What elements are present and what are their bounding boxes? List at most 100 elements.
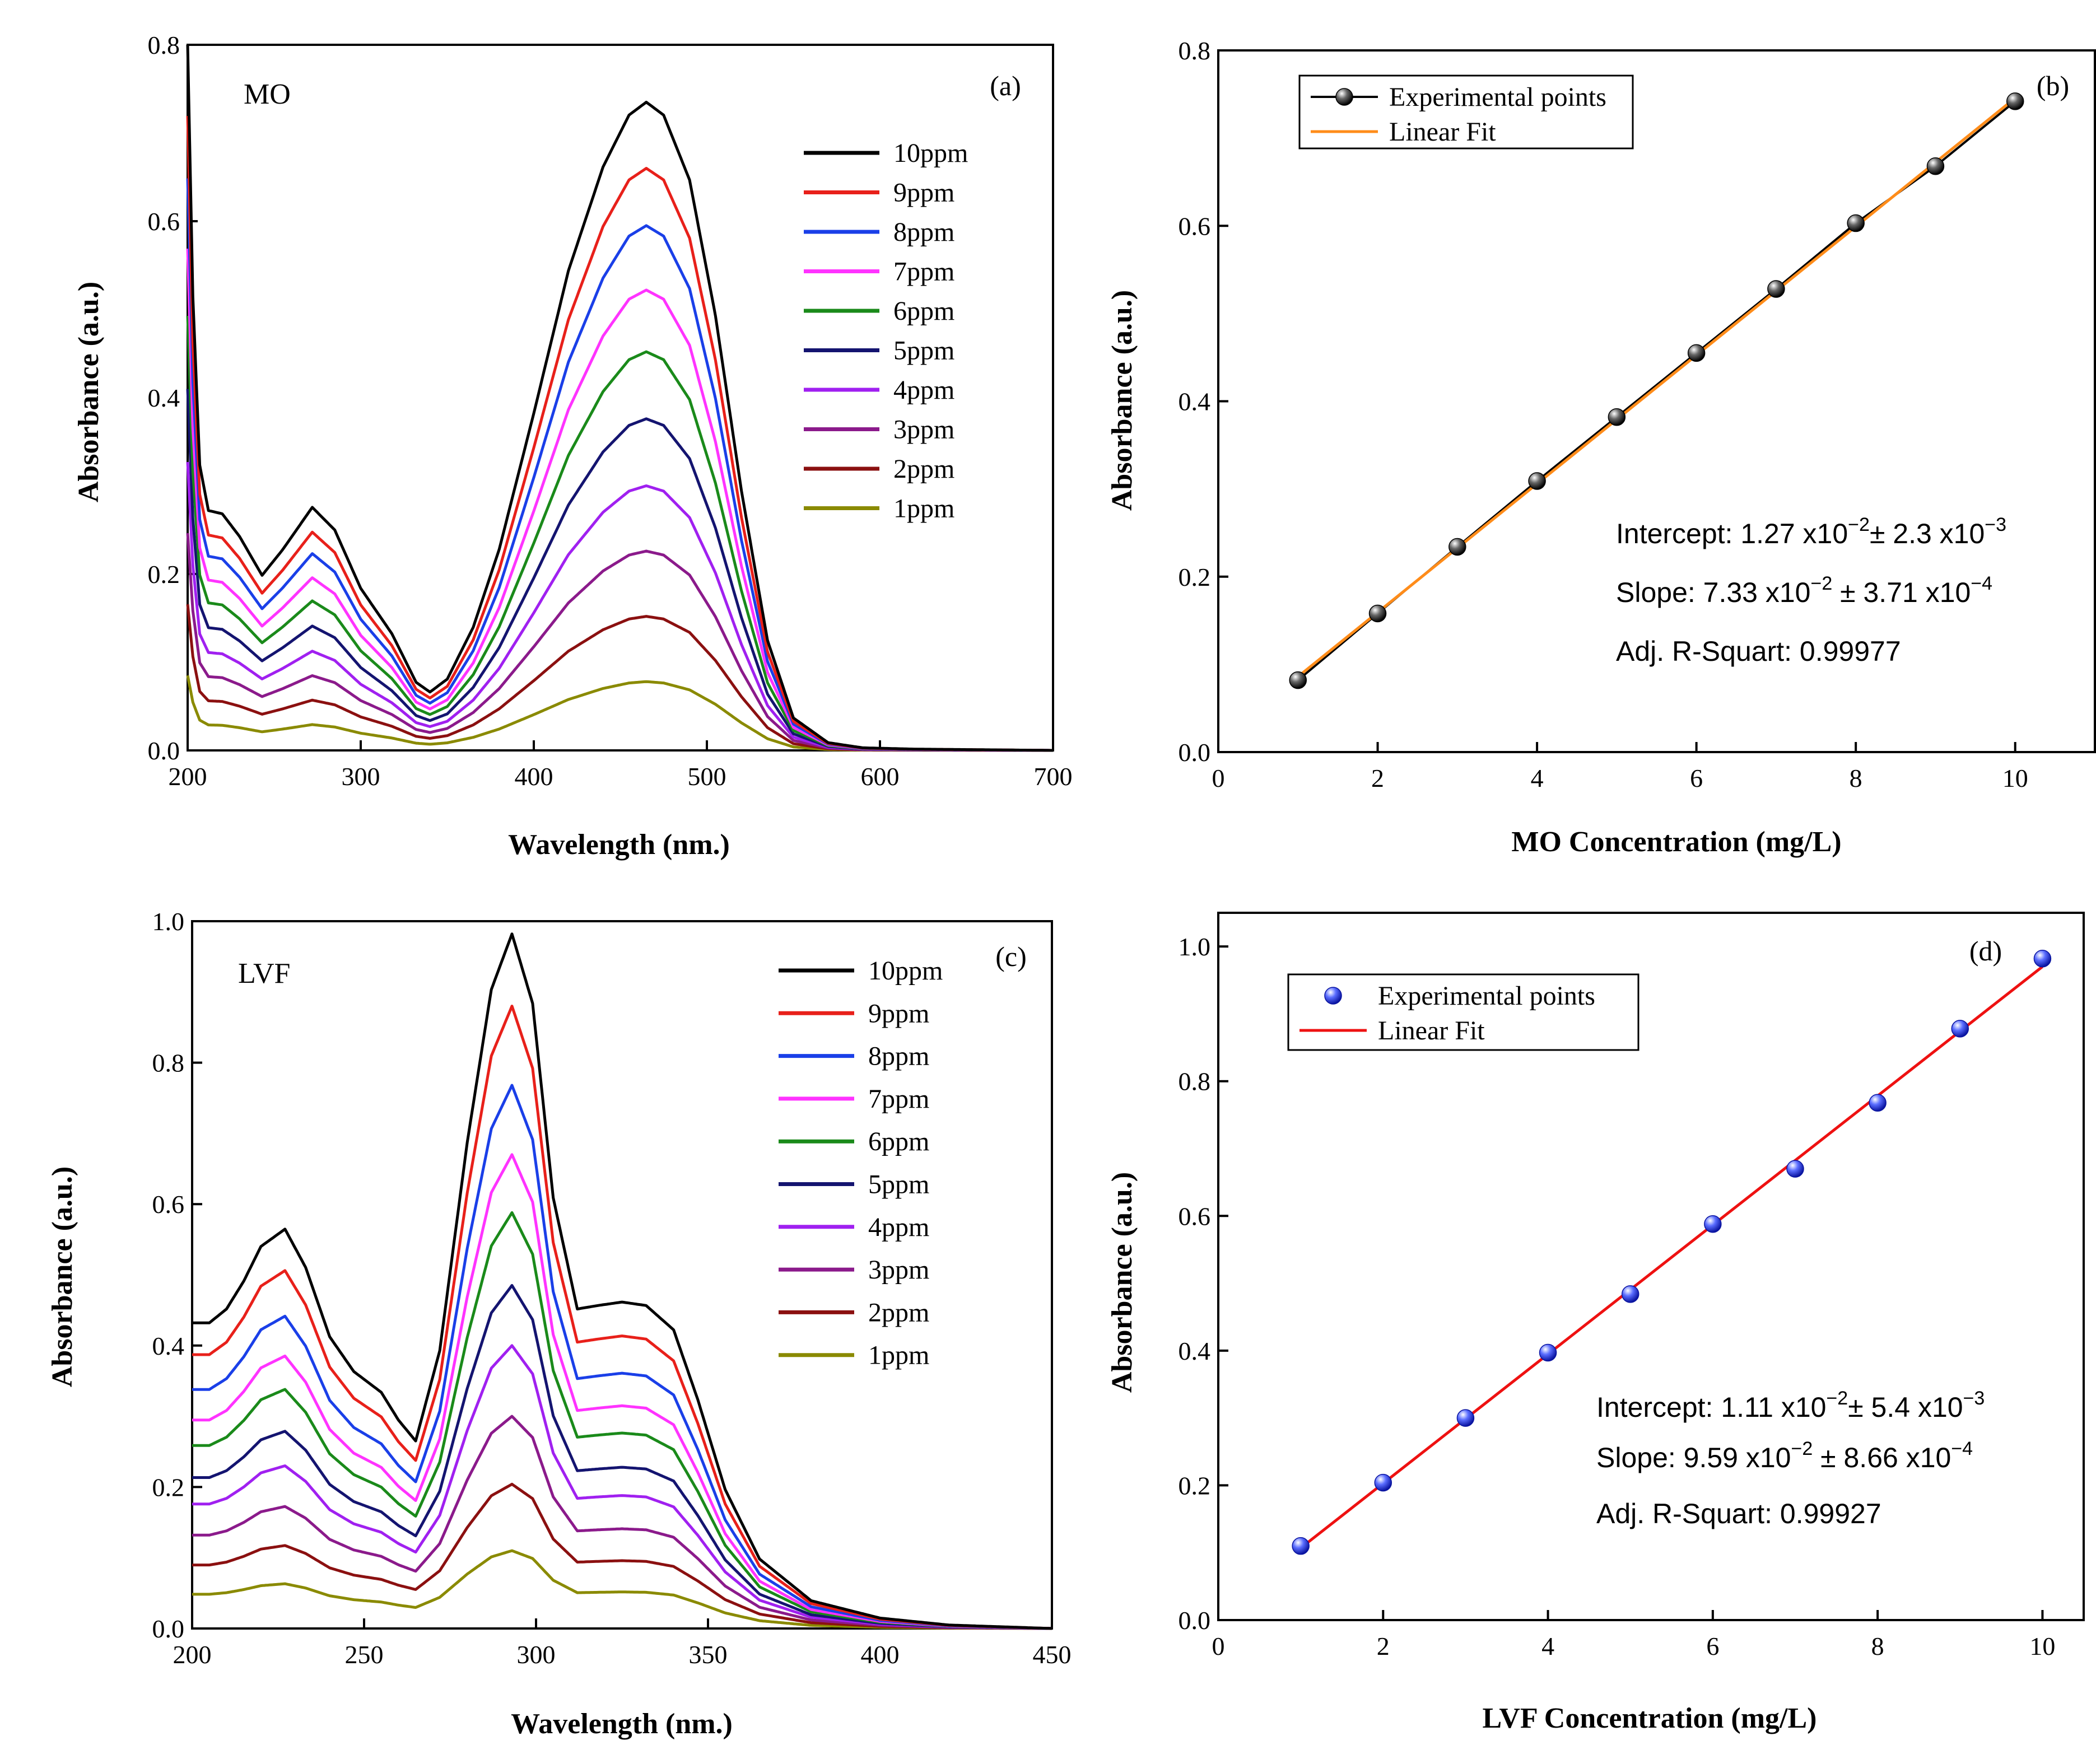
x-tick-label-c: 450: [1033, 1640, 1072, 1669]
x-tick-label-d: 2: [1377, 1632, 1390, 1660]
data-point-b: [1687, 344, 1706, 362]
panel-b-mo-calibration: (b) MO Concentration (mg/L) Absorbance (…: [1106, 36, 2096, 858]
legend-label-9ppm-c: 9ppm: [868, 998, 929, 1028]
y-tick-label-a: 0.2: [148, 560, 180, 589]
plot-frame-c: [191, 920, 1053, 1630]
spectrum-10ppm-a: [186, 44, 1053, 752]
x-tick-label-b: 10: [2002, 764, 2028, 792]
data-point-d: [1539, 1343, 1557, 1362]
panel-b-xlabel: MO Concentration (mg/L): [1511, 826, 1841, 858]
legend-label-2ppm-a: 2ppm: [893, 454, 954, 484]
data-point-d: [1292, 1537, 1310, 1555]
y-tick-label-d: 0.2: [1179, 1471, 1211, 1500]
x-tick-label-a: 700: [1034, 762, 1073, 791]
legend-label-4ppm-c: 4ppm: [868, 1212, 929, 1242]
x-tick-label-b: 6: [1690, 764, 1703, 792]
spectrum-10ppm-c: [192, 932, 1052, 1630]
x-tick-label-c: 250: [345, 1640, 384, 1669]
legend-label-5ppm-a: 5ppm: [893, 336, 954, 366]
panel-a-mo-spectra: (a) MO Wavelength (nm.) Absorbance (a.u.…: [73, 31, 1073, 861]
panel-c-lvf-spectra: (c) LVF Wavelength (nm.) Absorbance (a.u…: [46, 907, 1072, 1740]
data-point-b: [1528, 472, 1546, 490]
data-point-d: [1951, 1020, 1969, 1038]
legend-label-1ppm-c: 1ppm: [868, 1341, 929, 1370]
stat-slope-b: Slope: 7.33 x10−2 ± 3.71 x10−4: [1616, 573, 1992, 608]
legend-label-fit-b: Linear Fit: [1389, 117, 1496, 147]
linear-fit-line-d: [1299, 965, 2043, 1550]
y-tick-label-d: 0.0: [1179, 1606, 1211, 1635]
y-tick-label-b: 0.2: [1179, 563, 1211, 591]
data-point-d: [1456, 1409, 1475, 1427]
legend-box-b: [1298, 74, 1634, 150]
x-tick-label-c: 350: [689, 1640, 728, 1669]
legend-label-3ppm-a: 3ppm: [893, 415, 954, 445]
x-tick-label-a: 600: [861, 762, 900, 791]
legend-label-5ppm-c: 5ppm: [868, 1170, 929, 1200]
x-tick-label-d: 10: [2029, 1632, 2055, 1660]
y-tick-label-c: 0.4: [152, 1332, 185, 1360]
plot-frame-d: [1217, 912, 2085, 1621]
legend-label-points-b: Experimental points: [1389, 82, 1606, 112]
panel-c-xlabel: Wavelength (nm.): [511, 1708, 733, 1740]
x-tick-label-b: 4: [1531, 764, 1544, 792]
y-tick-label-b: 0.0: [1179, 738, 1211, 767]
data-point-b: [1368, 604, 1387, 623]
data-point-b: [1289, 671, 1307, 689]
panel-a-annotation: MO: [244, 78, 291, 110]
panel-a-ylabel: Absorbance (a.u.): [73, 282, 105, 502]
panel-c-label: (c): [995, 941, 1027, 972]
y-tick-label-c: 0.6: [152, 1190, 185, 1219]
x-tick-label-d: 0: [1212, 1632, 1225, 1660]
data-point-b: [1767, 280, 1785, 298]
x-tick-label-a: 400: [515, 762, 553, 791]
data-point-b: [1847, 214, 1865, 232]
x-tick-label-b: 2: [1371, 764, 1384, 792]
legend-label-10ppm-a: 10ppm: [893, 138, 968, 168]
data-point-b: [1608, 408, 1626, 426]
x-tick-label-a: 200: [169, 762, 207, 791]
y-tick-label-d: 0.8: [1179, 1067, 1211, 1096]
data-point-d: [1786, 1160, 1804, 1178]
panel-d-lvf-calibration: (d) LVF Concentration (mg/L) Absorbance …: [1106, 912, 2085, 1734]
panel-a-xlabel: Wavelength (nm.): [508, 829, 730, 861]
legend-label-2ppm-c: 2ppm: [868, 1298, 929, 1327]
stat-intercept-d: Intercept: 1.11 x10−2± 5.4 x10−3: [1596, 1388, 1985, 1423]
legend-label-7ppm-c: 7ppm: [868, 1084, 929, 1114]
data-point-d: [2033, 950, 2052, 968]
x-tick-label-c: 300: [517, 1640, 556, 1669]
x-tick-label-c: 400: [861, 1640, 900, 1669]
x-tick-label-a: 300: [342, 762, 380, 791]
legend-label-6ppm-a: 6ppm: [893, 296, 954, 326]
legend-point-marker-d: [1324, 987, 1342, 1005]
stat-slope-d: Slope: 9.59 x10−2 ± 8.66 x10−4: [1596, 1438, 1973, 1473]
legend-label-7ppm-a: 7ppm: [893, 257, 954, 287]
legend-point-marker-b: [1335, 88, 1353, 106]
y-tick-label-d: 0.6: [1179, 1202, 1211, 1230]
x-tick-label-d: 8: [1871, 1632, 1884, 1660]
legend-label-1ppm-a: 1ppm: [893, 494, 954, 524]
x-tick-label-a: 500: [688, 762, 726, 791]
data-point-d: [1869, 1094, 1887, 1112]
stat-intercept-b: Intercept: 1.27 x10−2± 2.3 x10−3: [1616, 514, 2006, 549]
stat-r-squared-d: Adj. R-Squart: 0.99927: [1596, 1498, 1881, 1529]
panel-d-ylabel: Absorbance (a.u.): [1106, 1172, 1138, 1393]
x-tick-label-d: 4: [1541, 1632, 1554, 1660]
panel-b-label: (b): [2037, 70, 2069, 101]
legend-label-8ppm-c: 8ppm: [868, 1042, 929, 1071]
x-tick-label-c: 200: [173, 1640, 212, 1669]
legend-label-6ppm-c: 6ppm: [868, 1127, 929, 1156]
y-tick-label-a: 0.8: [148, 31, 180, 59]
legend-label-fit-d: Linear Fit: [1378, 1016, 1485, 1046]
legend-label-8ppm-a: 8ppm: [893, 217, 954, 247]
y-tick-label-a: 0.6: [148, 207, 180, 236]
legend-label-10ppm-c: 10ppm: [868, 956, 943, 986]
x-tick-label-b: 8: [1850, 764, 1862, 792]
y-tick-label-b: 0.8: [1179, 36, 1211, 65]
y-tick-label-b: 0.4: [1179, 388, 1211, 416]
y-tick-label-b: 0.6: [1179, 212, 1211, 240]
data-point-d: [1704, 1215, 1722, 1233]
legend-box-d: [1287, 973, 1639, 1051]
y-tick-label-d: 1.0: [1179, 932, 1211, 961]
legend-label-9ppm-a: 9ppm: [893, 178, 954, 208]
data-point-b: [1926, 157, 1945, 175]
